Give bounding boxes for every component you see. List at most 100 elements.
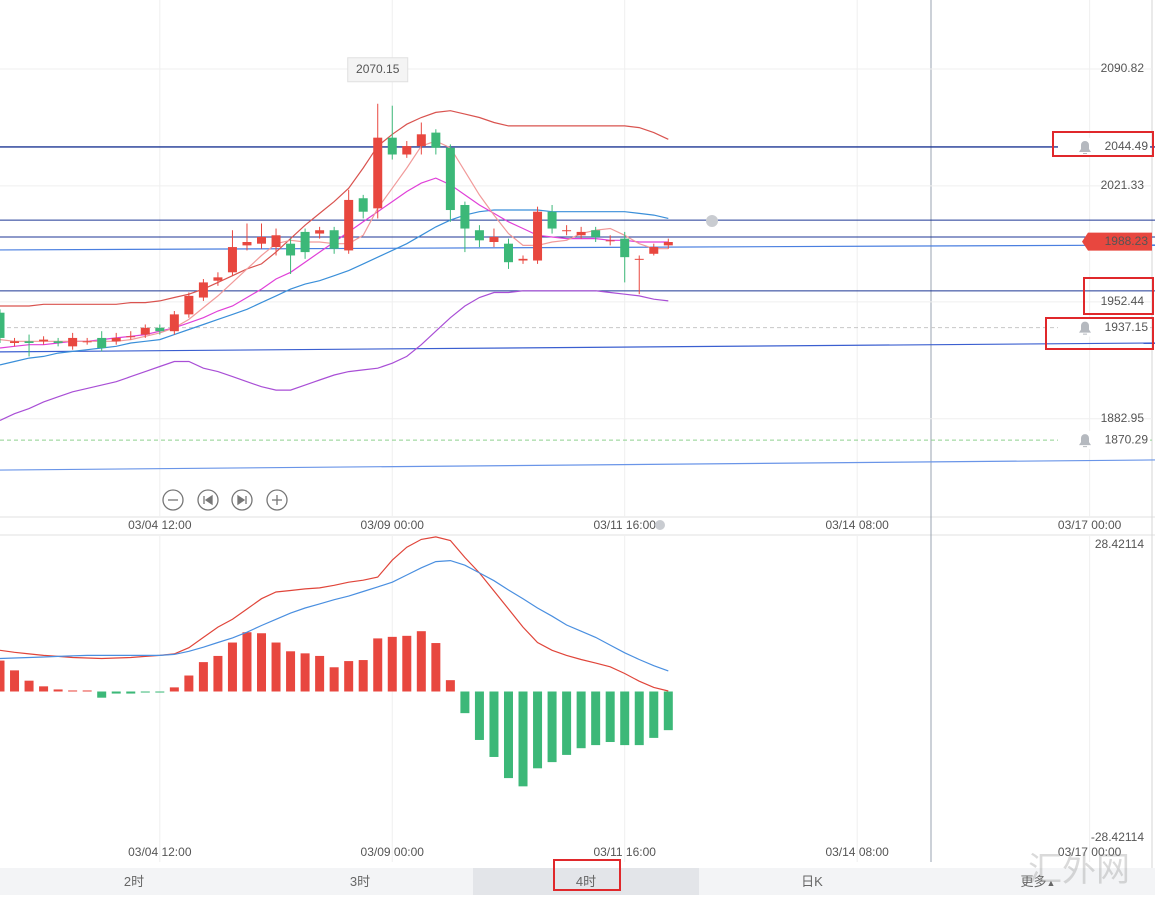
macd-bar [620,691,630,746]
candle-body [257,236,267,244]
candle-body [315,230,325,234]
macd-bar [155,691,165,693]
x-tick-label: 03/14 08:00 [825,518,889,532]
candle-body [169,314,179,332]
macd-bar [213,655,223,692]
bell-icon [1079,434,1091,448]
y-tick-label: -28.42114 [1091,830,1144,844]
labels: 2090.82 2021.33 1952.44 1882.95 03/04 12:00 0… [128,57,1152,859]
macd-line [0,559,669,672]
macd-bar [445,680,455,692]
candle-body [620,238,630,258]
highlight-box [1052,131,1154,157]
trend-line [0,244,1155,251]
indicator-line [0,110,669,307]
macd-bar [402,635,412,692]
candle-body [533,211,543,261]
x-tick-label: 03/04 12:00 [128,845,192,859]
macd-bar [82,690,92,692]
alert-label: 1937.15 [1105,320,1149,334]
candle-body [663,242,673,246]
period-tab[interactable]: 日K [699,868,925,895]
period-tabs: 2时 3时 4时 日K 更多▲ [0,868,1155,895]
period-tab[interactable]: 2时 [21,868,247,895]
macd-bar [184,675,194,692]
zoom-out-button[interactable] [162,489,184,511]
highlight-box [553,859,621,891]
macd-bar [97,691,107,698]
macd-bar [344,661,354,692]
high-label: 2070.15 [356,62,400,76]
macd-bar [39,686,49,692]
macd-bar [591,691,601,746]
candle-body [576,231,586,236]
macd-bar [10,670,20,692]
candle-body [489,236,499,243]
x-tick-label: 03/17 00:00 [1058,845,1122,859]
candle-body [198,282,208,298]
candle-body [126,336,136,338]
scroll-end-button[interactable] [231,489,253,511]
zoom-in-button[interactable] [266,489,288,511]
period-tab-label: 日K [801,874,823,889]
candle-body [97,337,107,349]
macd-bar [111,691,121,694]
candle-body [39,339,49,342]
macd-bar [533,691,543,769]
candle-body [344,199,354,251]
macd-bar [198,662,208,692]
highlight-box [1083,277,1154,315]
period-tab-label: 更多 [1020,874,1047,889]
macd-bar [562,691,572,755]
x-tick-label: 03/09 00:00 [361,518,425,532]
candle-body [0,312,5,338]
candle-body [474,230,484,241]
macd-bar [329,667,339,692]
macd-bar [53,689,63,692]
period-tab-label: 4时 [575,874,597,889]
candle-body [431,132,441,148]
drag-handle[interactable] [706,215,718,227]
candle-body [416,134,426,147]
x-tick-label: 03/17 00:00 [1058,518,1122,532]
macd-bar [0,660,5,692]
macd-bar [126,691,136,694]
macd-bar [503,691,513,779]
candle-body [445,147,455,211]
y-tick-label: 1882.95 [1101,411,1145,425]
candle-body [605,240,615,242]
highlight-box [1045,317,1154,350]
candle-body [24,341,34,343]
chart: 2090.82 2021.33 1952.44 1882.95 03/04 12:00 0… [0,0,1155,868]
macd-plot [0,535,1091,862]
period-tab[interactable]: 3时 [247,868,473,895]
last-price-tag [1082,232,1152,251]
macd-bar [358,660,368,692]
drag-handle[interactable] [655,520,665,530]
macd-bar [663,691,673,731]
period-tab[interactable]: 更多▲ [925,868,1151,895]
macd-bar [547,691,557,763]
dropdown-arrow: ▲ [1046,878,1056,888]
period-tab-label: 2时 [123,874,145,889]
y-tick-label: 2021.33 [1101,178,1145,192]
x-tick-label: 03/11 16:00 [593,845,656,859]
macd-bar [518,691,528,787]
candle-body [518,258,528,261]
alert-label: 1870.29 [1105,432,1149,446]
candle-body [184,295,194,315]
macd-bar [489,691,499,757]
bell-icon [1079,140,1091,154]
macd-bar [68,690,78,692]
macd-bar [474,691,484,740]
candle-body [591,230,601,237]
y-tick-label: 28.42114 [1095,537,1144,551]
macd-bar [271,642,281,692]
x-tick-label: 03/14 08:00 [825,845,889,859]
scroll-start-button[interactable] [197,489,219,511]
candle-body [300,231,310,253]
candle-body [155,327,165,332]
zoom-controls [162,489,288,511]
candle-body [649,247,659,254]
candle-body [227,247,237,273]
